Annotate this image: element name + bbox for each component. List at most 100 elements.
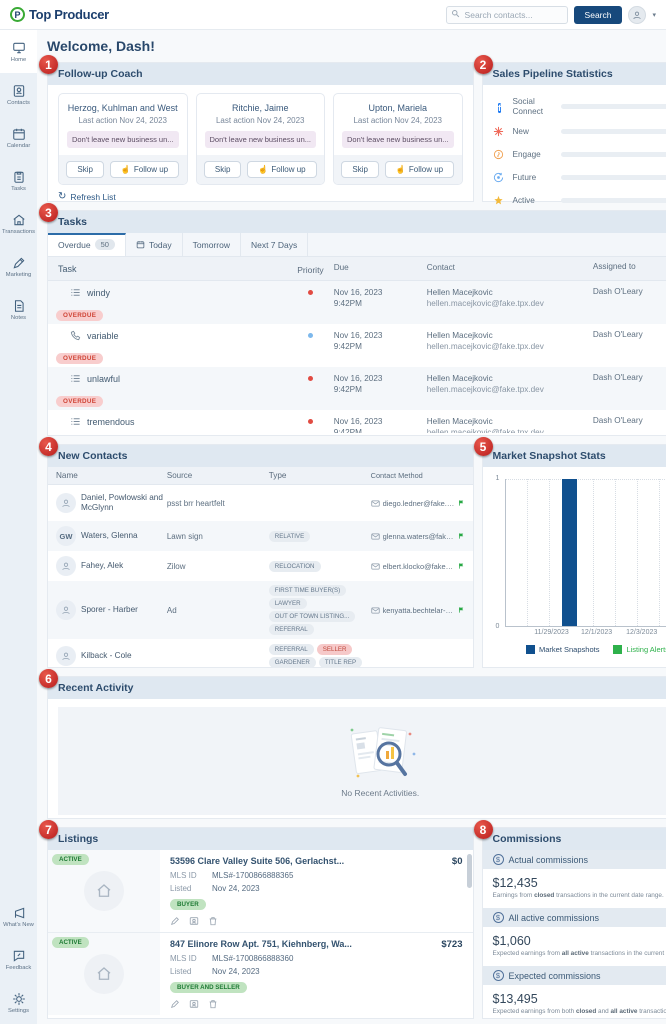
contact-name-link[interactable]: Fahey, Alek <box>81 561 124 571</box>
sidebar-item-home[interactable]: Home <box>0 30 37 73</box>
search-input[interactable] <box>445 6 568 24</box>
followup-coach-header: 1 Follow-up Coach <box>39 55 473 85</box>
skip-button[interactable]: Skip <box>66 161 104 178</box>
pipeline-bar <box>560 175 666 180</box>
listing-price: $0 <box>451 856 463 867</box>
expected-commissions-caption: Expected earnings from both closed and a… <box>492 1008 666 1015</box>
trash-icon[interactable] <box>208 999 218 1009</box>
contact-email-link[interactable]: glenna.waters@fake.tpx.... <box>382 531 455 541</box>
chevron-down-icon[interactable]: ▾ <box>652 11 656 19</box>
task-name-link[interactable]: unlawful <box>87 373 121 384</box>
sidebar-item-tasks[interactable]: Tasks <box>0 159 37 202</box>
contact-email-link[interactable]: elbert.klocko@fake.tpx.dev <box>382 561 455 571</box>
market-snapshot-section: 5 Market Snapshot Stats 1 0 <box>473 437 666 668</box>
contact-name-link[interactable]: Waters, Glenna <box>81 531 138 541</box>
person-icon <box>633 11 642 19</box>
all-active-commissions-caption: Expected earnings from all active transa… <box>492 950 666 957</box>
contact-name-link[interactable]: Upton, Mariela <box>368 103 428 113</box>
home-icon <box>97 967 111 980</box>
tab-next-7-days[interactable]: Next 7 Days <box>241 233 309 256</box>
followup-card: Herzog, Kuhlman and West Last action Nov… <box>58 93 188 185</box>
priority-dot <box>307 376 313 382</box>
refresh-list-link[interactable]: ↻ Refresh List <box>58 191 116 202</box>
contacts-icon <box>13 84 24 97</box>
tab-overdue[interactable]: Overdue 50 <box>48 233 126 256</box>
edit-pencil-icon[interactable] <box>170 999 180 1009</box>
envelope-icon <box>370 533 380 539</box>
priority-dot <box>307 419 313 425</box>
listings-scrollbar[interactable] <box>466 854 472 888</box>
sidebar-item-whats-new[interactable]: What's New <box>0 895 37 938</box>
task-name-link[interactable]: windy <box>87 287 111 298</box>
search-button[interactable]: Search <box>573 5 623 24</box>
actual-commissions-subheader: $ Actual commissions <box>482 850 666 869</box>
type-badge: REFERRAL <box>268 644 314 655</box>
tab-tomorrow[interactable]: Tomorrow <box>183 233 241 256</box>
commissions-section: 8 Commissions $ Actual commissions $12,4… <box>473 820 666 1019</box>
follow-up-button[interactable]: ☝ Follow up <box>384 161 455 178</box>
marketing-pencil-icon <box>13 257 24 268</box>
skip-button[interactable]: Skip <box>203 161 242 178</box>
task-row: windy Nov 16, 2023 9:42PM Hellen Macejkov… <box>48 281 666 325</box>
contact-name-link[interactable]: Sporer - Harber <box>81 605 138 615</box>
listing-role-badge: BUYER AND SELLER <box>170 982 247 993</box>
user-avatar[interactable] <box>628 5 647 24</box>
annotation-badge-2: 2 <box>473 55 493 74</box>
annotation-badge-8: 8 <box>473 820 493 839</box>
tab-today[interactable]: Today <box>126 233 183 256</box>
task-name-link[interactable]: tremendous <box>87 416 135 427</box>
edit-pencil-icon[interactable] <box>170 916 180 926</box>
calendar-icon <box>12 128 25 140</box>
pipeline-row[interactable]: Engage 29 <box>493 143 666 166</box>
tasks-tabs: Overdue 50 Today Tomorrow Next 7 Days <box>48 233 666 257</box>
todo-list-icon <box>71 289 80 296</box>
app-logo: P Top Producer <box>10 7 109 22</box>
followup-coach-section: 1 Follow-up Coach Herzog, Kuhlman and We… <box>39 55 474 202</box>
person-icon <box>62 606 70 615</box>
status-badge: OVERDUE <box>56 396 104 408</box>
sidebar-item-marketing[interactable]: Marketing <box>0 245 37 288</box>
sidebar-item-notes[interactable]: Notes <box>0 288 37 331</box>
chart-legend: Market Snapshots Listing Alerts <box>491 641 666 656</box>
annotation-badge-5: 5 <box>473 437 493 456</box>
overdue-count-badge: 50 <box>94 239 115 250</box>
pipeline-row[interactable]: New 28 <box>493 120 666 143</box>
all-active-commissions-subheader: $ All active commissions <box>482 908 666 927</box>
contact-row: Sporer - Harber Ad FIRST TIME BUYER(S) L… <box>48 581 473 639</box>
pipeline-row[interactable]: f Social Connect 0 <box>493 93 666 120</box>
green-flag-icon <box>458 607 463 613</box>
contact-email-link[interactable]: kenyatta.bechtelar-bartel... <box>382 605 455 615</box>
status-badge: OVERDUE <box>56 310 104 322</box>
contact-name-link[interactable]: Herzog, Kuhlman and West <box>67 103 178 113</box>
listing-title-link[interactable]: 847 Elinore Row Apt. 751, Kiehnberg, Wa.… <box>170 939 352 949</box>
home-monitor-icon <box>12 42 25 53</box>
sidebar-item-contacts[interactable]: Contacts <box>0 73 37 116</box>
contact-name-link[interactable]: Kilback - Cole <box>81 651 132 661</box>
feedback-bubble-icon <box>13 950 24 962</box>
expected-commissions-amount: $13,495 <box>492 992 538 1006</box>
listing-title-link[interactable]: 53596 Clare Valley Suite 506, Gerlachst.… <box>170 856 345 866</box>
sidebar-item-settings[interactable]: Settings <box>0 981 37 1024</box>
contact-card-icon[interactable] <box>189 916 199 926</box>
sidebar-item-calendar[interactable]: Calendar <box>0 116 37 159</box>
contact-card-icon[interactable] <box>189 999 199 1009</box>
commissions-header: 8 Commissions <box>473 820 666 850</box>
sidebar-item-feedback[interactable]: Feedback <box>0 938 37 981</box>
follow-up-button[interactable]: ☝ Follow up <box>109 161 180 178</box>
page-title: Welcome, Dash! <box>47 38 155 54</box>
task-name-link[interactable]: variable <box>87 330 119 341</box>
contact-name-link[interactable]: Daniel, Powlowski and McGlynn <box>81 493 163 512</box>
skip-button[interactable]: Skip <box>341 161 379 178</box>
pipeline-row[interactable]: Active 36 <box>493 189 666 212</box>
tasks-section: 3 Tasks Overdue 50 Today Tomorrow Next 7… <box>39 203 666 436</box>
sidebar-item-transactions[interactable]: Transactions <box>0 202 37 245</box>
all-active-commissions-amount: $1,060 <box>492 934 531 948</box>
contact-name-link[interactable]: Ritchie, Jaime <box>231 103 289 113</box>
trash-icon[interactable] <box>208 916 218 926</box>
recent-activity-section: 6 Recent Activity No Recent Activ <box>39 669 666 835</box>
pipeline-row[interactable]: Future 29 <box>493 166 666 189</box>
contact-email-link[interactable]: diego.ledner@fake.tpx.dev <box>382 498 455 508</box>
listing-price: $723 <box>441 939 463 950</box>
tasks-table-header: Task Priority Due Contact Assigned to <box>48 257 666 281</box>
follow-up-button[interactable]: ☝ Follow up <box>247 161 317 178</box>
